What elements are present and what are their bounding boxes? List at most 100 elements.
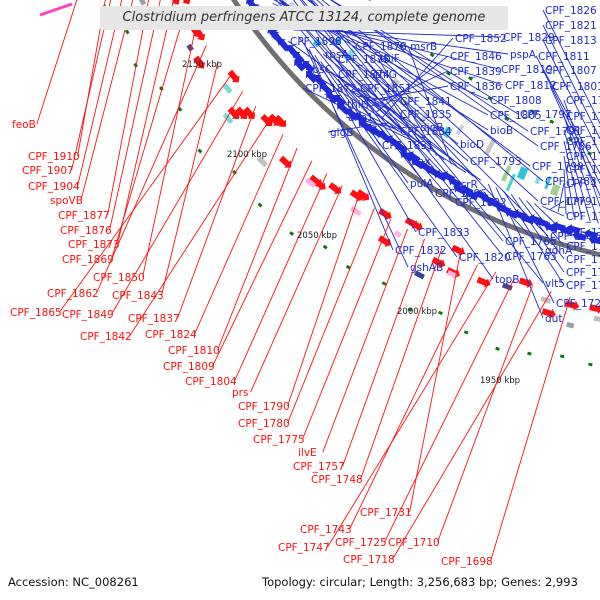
forward-gene-label[interactable]: CPF_1805	[490, 110, 542, 122]
reverse-gene-label[interactable]: feoB	[12, 119, 36, 131]
forward-gene-label[interactable]: CPF_1791	[530, 126, 582, 138]
reverse-gene-label[interactable]: CPF_1747	[278, 542, 330, 554]
forward-gene-label[interactable]: CPF_1781	[566, 125, 600, 137]
forward-gene-label[interactable]: CPF_1797	[520, 109, 572, 121]
forward-gene-label[interactable]: thiF	[380, 53, 400, 65]
reverse-gene-label[interactable]: CPF_1837	[128, 313, 180, 325]
forward-gene-label[interactable]: CPF_1819	[501, 64, 553, 76]
forward-gene-label[interactable]: CPF_1807	[545, 65, 597, 77]
forward-gene-label[interactable]: CPF_1753	[566, 227, 600, 239]
forward-gene-label[interactable]: CPF_1878	[355, 41, 407, 53]
forward-gene-label[interactable]: CPF_1851	[360, 83, 412, 95]
forward-gene-label[interactable]: CPF_1826	[545, 5, 597, 17]
reverse-gene-label[interactable]: CPF_1910	[28, 151, 80, 163]
reverse-gene-label[interactable]: CPF_1748	[311, 474, 363, 486]
forward-gene-label[interactable]: rbsA	[325, 49, 349, 61]
forward-gene-label[interactable]: CPF_1832	[395, 245, 447, 257]
reverse-gene-label[interactable]: CPF_1790	[238, 401, 290, 413]
forward-gene-label[interactable]: CPF_1821	[545, 20, 597, 32]
forward-gene-label[interactable]: thiH	[347, 99, 369, 111]
forward-gene-label[interactable]: CPF_1763	[505, 251, 557, 263]
reverse-gene-label[interactable]: CPF_1873	[68, 239, 120, 251]
reverse-gene-label[interactable]: CPF_1804	[185, 376, 237, 388]
forward-gene-label[interactable]: CPF_1875	[338, 54, 390, 66]
reverse-gene-label[interactable]: CPF_1757	[293, 461, 345, 473]
forward-gene-label[interactable]: CPF_1846	[450, 51, 502, 63]
reverse-gene-label[interactable]: CPF_1775	[253, 434, 305, 446]
forward-gene-label[interactable]: cax	[412, 156, 430, 168]
forward-gene-label[interactable]: CPF_1806	[435, 188, 487, 200]
forward-gene-label[interactable]: CPF_1852	[455, 33, 507, 45]
reverse-gene-label[interactable]: prs	[232, 387, 248, 399]
forward-gene-label[interactable]: CPF_1829	[503, 32, 555, 44]
forward-gene-label[interactable]: CPF_1872	[305, 83, 357, 95]
forward-gene-label[interactable]: CPF_1732	[566, 280, 600, 292]
forward-gene-label[interactable]: CPF_1779	[540, 196, 592, 208]
forward-gene-label[interactable]: CPF_1839	[450, 66, 502, 78]
forward-gene-label[interactable]: CPF_1874	[338, 69, 390, 81]
forward-gene-label[interactable]: CPF_1802	[455, 197, 507, 209]
reverse-gene-label[interactable]: CPF_1865	[10, 307, 62, 319]
reverse-gene-label[interactable]: CPF_1809	[163, 361, 215, 373]
forward-gene-label[interactable]: glgB	[330, 127, 353, 139]
forward-gene-label[interactable]: CPF_1764	[566, 178, 600, 190]
reverse-gene-label[interactable]: CPF_1843	[112, 290, 164, 302]
reverse-gene-label[interactable]: ilvE	[298, 447, 317, 459]
forward-gene-label[interactable]: dinB	[420, 122, 443, 134]
forward-gene-label[interactable]: rbsC	[308, 64, 332, 76]
forward-gene-label[interactable]: CPF_1767	[566, 164, 600, 176]
forward-gene-label[interactable]: vlt5	[545, 278, 565, 290]
forward-gene-label[interactable]: CPF_1771	[566, 151, 600, 163]
forward-gene-label[interactable]: CPF_1758	[566, 211, 600, 223]
reverse-gene-label[interactable]: CPF_1698	[441, 556, 493, 568]
forward-gene-label[interactable]: CPF_1792	[566, 95, 600, 107]
forward-gene-label[interactable]: gdhA	[545, 245, 573, 257]
forward-gene-label[interactable]: msrB	[410, 41, 437, 53]
forward-gene-label[interactable]: CPF_1765	[505, 236, 557, 248]
forward-gene-label[interactable]: axe1	[348, 112, 373, 124]
forward-gene-label[interactable]: CPF_1835	[400, 109, 452, 121]
forward-gene-label[interactable]: dut	[545, 313, 562, 325]
reverse-gene-label[interactable]: CPF_1869	[62, 254, 114, 266]
forward-gene-label[interactable]: CPF_1812	[505, 80, 557, 92]
reverse-gene-label[interactable]: CPF_1710	[388, 537, 440, 549]
forward-gene-label[interactable]: CPF_1776	[550, 231, 600, 243]
reverse-gene-label[interactable]: CPF_1731	[360, 507, 412, 519]
forward-gene-label[interactable]: CPF_1834	[400, 126, 452, 138]
forward-gene-label[interactable]: CPF_1831	[382, 140, 434, 152]
forward-gene-label[interactable]: CPF_1783	[545, 176, 597, 188]
forward-gene-label[interactable]: CPF_1744	[566, 254, 600, 266]
reverse-gene-label[interactable]: CPF_1877	[58, 210, 110, 222]
reverse-gene-label[interactable]: CPF_1876	[60, 225, 112, 237]
forward-gene-label[interactable]: gshAB	[410, 262, 443, 274]
forward-gene-label[interactable]: CPF_1813	[545, 35, 597, 47]
forward-gene-label[interactable]: CPF_1833	[418, 227, 470, 239]
forward-gene-label[interactable]: CPF_1820	[459, 252, 511, 264]
reverse-gene-label[interactable]: CPF_1824	[145, 329, 197, 341]
reverse-gene-label[interactable]: CPF_1850	[93, 272, 145, 284]
reverse-gene-label[interactable]: CPF_1718	[343, 554, 395, 566]
forward-gene-label[interactable]: scrR	[455, 179, 478, 191]
forward-gene-label[interactable]: CPF_1836	[450, 81, 502, 93]
forward-gene-label[interactable]: topB	[495, 274, 519, 286]
forward-gene-label[interactable]: CPF_1841	[400, 96, 452, 108]
reverse-gene-label[interactable]: CPF_1780	[238, 418, 290, 430]
forward-gene-label[interactable]: CPF_1749	[566, 241, 600, 253]
forward-gene-label[interactable]: CPF_1898	[290, 36, 342, 48]
forward-gene-label[interactable]: pspA	[510, 49, 537, 61]
reverse-gene-label[interactable]: CPF_1862	[47, 288, 99, 300]
forward-gene-label[interactable]: CPF_1808	[490, 95, 542, 107]
reverse-gene-label[interactable]: CPF_1849	[62, 309, 114, 321]
forward-gene-label[interactable]: CPF_1793	[470, 156, 522, 168]
reverse-gene-label[interactable]: CPF_1904	[28, 181, 80, 193]
forward-gene-label[interactable]: CPF_1737	[566, 267, 600, 279]
forward-gene-label[interactable]: CPF_1785	[566, 111, 600, 123]
forward-gene-label[interactable]: CPF_1801	[552, 81, 600, 93]
reverse-gene-label[interactable]: CPF_1725	[335, 537, 387, 549]
forward-gene-label[interactable]: CPF_1729	[556, 298, 600, 310]
reverse-gene-label[interactable]: CPF_1907	[22, 165, 74, 177]
reverse-gene-label[interactable]: CPF_1842	[80, 331, 132, 343]
reverse-gene-label[interactable]: spoVB	[50, 195, 83, 207]
forward-gene-label[interactable]: CPF_1761	[566, 196, 600, 208]
forward-gene-label[interactable]: pulA	[410, 178, 434, 190]
